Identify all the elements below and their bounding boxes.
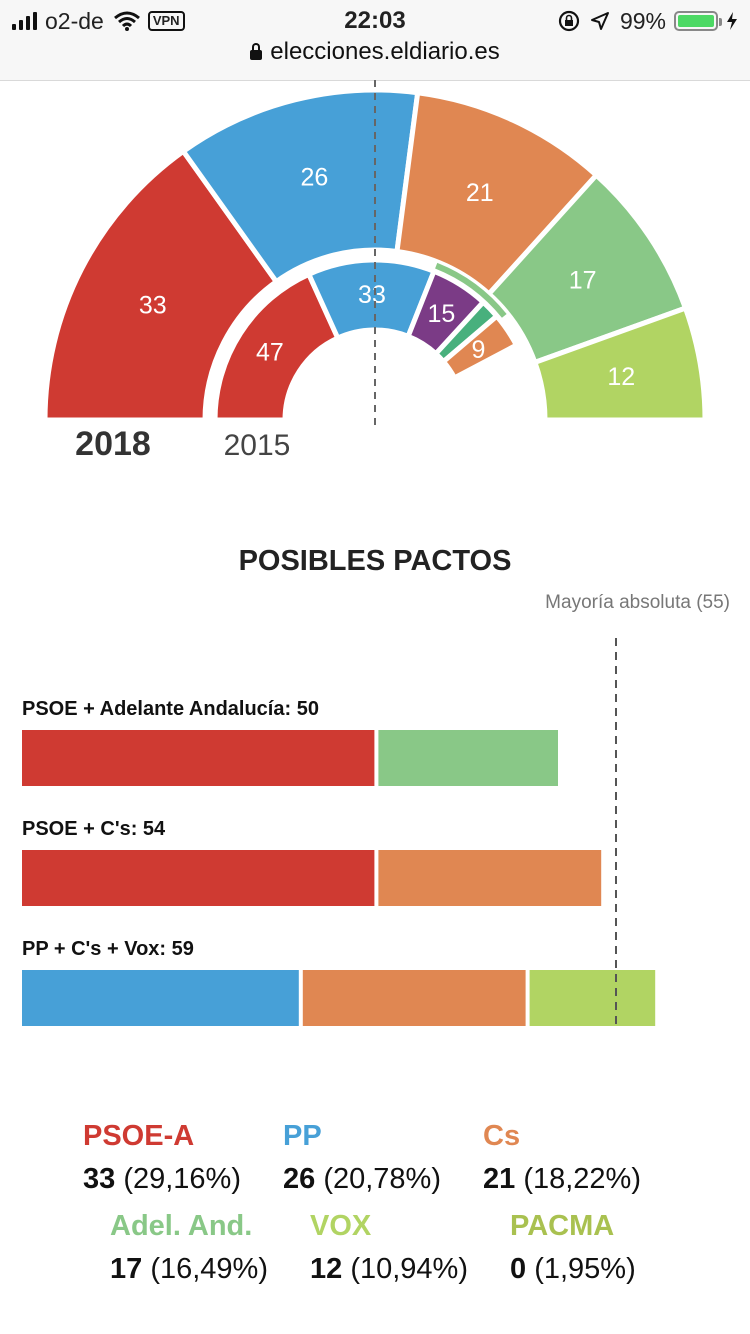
legend-item-pacma: PACMA 0 (1,95%) [510,1210,636,1286]
legend-percent: (16,49%) [142,1253,268,1285]
legend-seats: 21 [483,1163,516,1195]
legend-name: PACMA [510,1210,615,1242]
location-icon [590,12,609,30]
majority-label: Mayoría absoluta (55) [545,592,730,613]
url-bar[interactable]: elecciones.eldiario.es [0,38,750,66]
arc-2018-label-vox: 12 [607,363,635,391]
arc-2018-label-cs: 21 [466,179,494,207]
legend-percent: (29,16%) [115,1163,241,1195]
rotation-lock-icon [558,10,580,32]
arc-2018-pp [179,87,421,286]
pact-label-1: PSOE + Adelante Andalucía: 50 [22,698,319,720]
legend-name: Cs [483,1120,521,1152]
wifi-icon [113,11,140,31]
legend-seats: 26 [283,1163,316,1195]
pact-1-bar-psoe-a [22,730,375,786]
arc-2015-label-psoe-a: 47 [256,338,284,366]
charging-icon [727,12,737,30]
url-text: elecciones.eldiario.es [270,38,500,65]
pact-1-bar-adel-and [378,730,558,786]
legend-percent: (1,95%) [526,1253,636,1285]
legend-item-pp: PP 26 (20,78%) [283,1120,441,1196]
pact-3-bar-cs [302,970,526,1026]
legend-value: 0 (1,95%) [510,1253,636,1286]
legend-seats: 33 [83,1163,116,1195]
arc-2015-label-podemos: 15 [428,300,456,328]
pact-label-3: PP + C's + Vox: 59 [22,938,194,960]
pact-2-bar-psoe-a [22,850,375,906]
lock-icon [250,43,263,60]
legend-value: 33 (29,16%) [83,1163,241,1196]
legend-name: PSOE-A [83,1120,195,1152]
pact-label-2: PSOE + C's: 54 [22,818,166,840]
hemicycle-label-2015: 2015 [224,429,291,462]
arc-2015-label-pp: 33 [358,281,386,309]
signal-icon [12,12,37,30]
legend-item-psoe-a: PSOE-A 33 (29,16%) [83,1120,241,1196]
status-bar: o2-de VPN 22:03 99% elecciones.eldiario.… [0,0,750,81]
pact-3-bar-vox [529,970,656,1026]
arc-2018-label-pp: 26 [300,163,328,191]
arc-2018-label-adel-and: 17 [569,267,597,295]
legend-seats: 17 [110,1253,143,1285]
legend-value: 21 (18,22%) [483,1163,641,1196]
arc-2015-cs [439,312,520,382]
pact-3-bar-pp [22,970,299,1026]
legend-item-adel-and: Adel. And. 17 (16,49%) [110,1210,268,1286]
legend-value: 17 (16,49%) [110,1253,268,1286]
legend-value: 26 (20,78%) [283,1163,441,1196]
pacts-title: POSIBLES PACTOS [239,545,512,577]
status-left: o2-de VPN [12,6,185,36]
arc-2015-outer-ring [435,262,507,318]
legend-name: PP [283,1120,322,1152]
clock: 22:03 [344,7,406,34]
legend-percent: (10,94%) [342,1253,468,1285]
vpn-badge: VPN [147,11,185,31]
legend-name: VOX [310,1210,372,1242]
battery-percent: 99% [619,7,666,34]
arc-2018-vox [531,304,708,423]
hemicycle-label-2018: 2018 [75,425,151,463]
pact-2-bar-cs [378,850,602,906]
legend-value: 12 (10,94%) [310,1253,468,1286]
legend-percent: (20,78%) [315,1163,441,1195]
arc-2015-label-cs: 9 [471,336,485,364]
legend-seats: 0 [510,1253,527,1285]
arc-2018-label-psoe-a: 33 [139,292,167,320]
legend-item-cs: Cs 21 (18,22%) [483,1120,641,1196]
legend-item-vox: VOX 12 (10,94%) [310,1210,468,1286]
arc-2018-psoe-a [42,147,280,423]
legend-seats: 12 [310,1253,343,1285]
carrier-label: o2-de [45,7,104,34]
legend-percent: (18,22%) [515,1163,641,1195]
battery-icon [674,11,722,31]
legend-name: Adel. And. [110,1210,253,1242]
status-right: 99% [558,6,738,36]
